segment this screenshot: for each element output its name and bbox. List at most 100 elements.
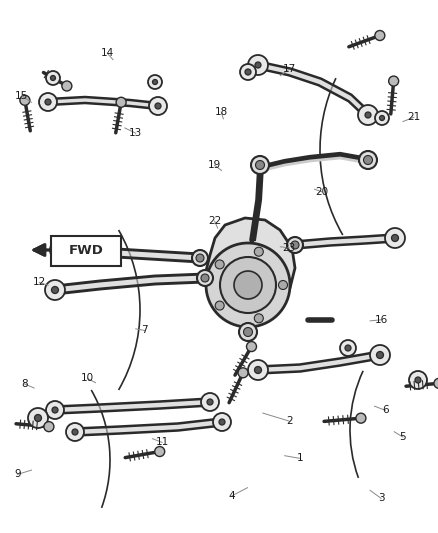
Circle shape (409, 371, 427, 389)
Circle shape (240, 64, 256, 80)
Circle shape (66, 423, 84, 441)
Circle shape (375, 111, 389, 125)
Circle shape (192, 250, 208, 266)
Circle shape (379, 116, 385, 120)
Text: 20: 20 (315, 187, 328, 197)
Text: 10: 10 (81, 374, 94, 383)
Circle shape (359, 151, 377, 169)
Circle shape (234, 271, 262, 299)
Circle shape (52, 287, 59, 294)
Circle shape (196, 254, 204, 262)
Circle shape (238, 368, 248, 378)
Circle shape (375, 30, 385, 41)
Circle shape (45, 280, 65, 300)
Text: 17: 17 (283, 64, 296, 74)
Text: 3: 3 (378, 494, 385, 503)
Circle shape (46, 401, 64, 419)
Text: 9: 9 (14, 470, 21, 479)
Circle shape (155, 103, 161, 109)
Text: 6: 6 (382, 406, 389, 415)
Circle shape (255, 160, 265, 169)
Circle shape (152, 79, 158, 85)
Circle shape (215, 301, 224, 310)
Text: 15: 15 (15, 91, 28, 101)
Polygon shape (60, 246, 200, 262)
Circle shape (364, 156, 372, 165)
Circle shape (287, 237, 303, 253)
Circle shape (197, 270, 213, 286)
Circle shape (57, 246, 64, 254)
Circle shape (254, 367, 261, 374)
Text: 11: 11 (155, 438, 169, 447)
Circle shape (247, 342, 257, 352)
Circle shape (385, 228, 405, 248)
Circle shape (356, 413, 366, 423)
Circle shape (20, 95, 30, 106)
Text: 22: 22 (208, 216, 221, 226)
Polygon shape (48, 97, 158, 109)
Text: 1: 1 (297, 454, 304, 463)
Circle shape (279, 280, 287, 289)
Circle shape (215, 260, 224, 269)
Circle shape (46, 71, 60, 85)
Circle shape (116, 98, 126, 107)
Text: 19: 19 (208, 160, 221, 170)
FancyArrowPatch shape (34, 245, 49, 255)
Circle shape (213, 413, 231, 431)
Circle shape (370, 345, 390, 365)
Text: 12: 12 (33, 278, 46, 287)
Circle shape (365, 112, 371, 118)
Text: 2: 2 (286, 416, 293, 426)
Circle shape (245, 69, 251, 75)
Circle shape (39, 93, 57, 111)
Circle shape (434, 378, 438, 389)
Circle shape (62, 81, 72, 91)
FancyBboxPatch shape (51, 236, 121, 266)
Polygon shape (205, 218, 295, 318)
Polygon shape (258, 352, 381, 374)
Circle shape (392, 235, 399, 241)
Circle shape (239, 323, 257, 341)
Circle shape (254, 314, 263, 323)
Text: 23: 23 (283, 243, 296, 253)
Circle shape (244, 327, 252, 336)
Text: 21: 21 (407, 112, 420, 122)
Circle shape (52, 407, 58, 413)
Polygon shape (295, 235, 395, 248)
Circle shape (248, 360, 268, 380)
Circle shape (254, 247, 263, 256)
Text: 18: 18 (215, 107, 228, 117)
Circle shape (219, 419, 225, 425)
Text: 13: 13 (129, 128, 142, 138)
Circle shape (201, 393, 219, 411)
Circle shape (35, 415, 42, 422)
Polygon shape (55, 399, 210, 414)
Text: 8: 8 (21, 379, 28, 389)
Circle shape (44, 422, 54, 432)
Circle shape (148, 75, 162, 89)
Circle shape (28, 408, 48, 428)
Circle shape (255, 62, 261, 68)
Circle shape (248, 55, 268, 75)
Circle shape (220, 257, 276, 313)
Circle shape (155, 447, 165, 457)
Circle shape (291, 241, 299, 249)
Text: 14: 14 (101, 49, 114, 58)
Text: 16: 16 (374, 315, 388, 325)
Text: FWD: FWD (69, 245, 103, 257)
Polygon shape (55, 274, 205, 294)
Polygon shape (75, 418, 222, 435)
Circle shape (340, 340, 356, 356)
Polygon shape (257, 62, 369, 118)
Circle shape (251, 156, 269, 174)
Text: 7: 7 (141, 326, 148, 335)
Circle shape (389, 76, 399, 86)
Circle shape (149, 97, 167, 115)
Circle shape (358, 105, 378, 125)
Text: 5: 5 (399, 432, 406, 442)
Circle shape (50, 240, 70, 260)
Circle shape (415, 377, 421, 383)
Circle shape (207, 399, 213, 405)
Circle shape (206, 243, 290, 327)
Circle shape (72, 429, 78, 435)
